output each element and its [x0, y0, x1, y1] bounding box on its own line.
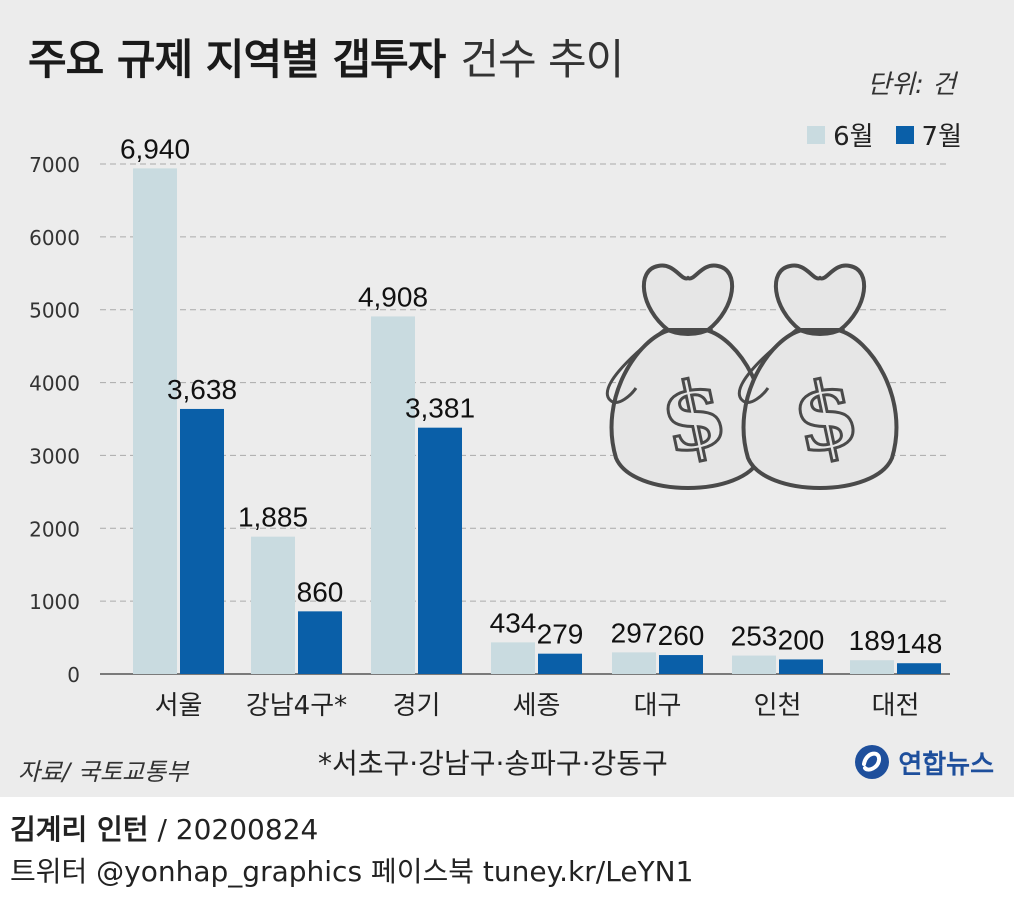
credit-name: 김계리 인턴: [10, 813, 149, 846]
labels: 6,940 3,638 서울 1,885 860 강남4구* 4,908 3,381 경기 434…: [120, 133, 942, 721]
bar-june: [850, 660, 894, 674]
data-label: 434: [490, 607, 537, 638]
bar-july: [659, 655, 703, 674]
bar-july: [180, 408, 224, 674]
category-label: 서울: [155, 691, 203, 721]
unit-label: 단위: 건: [867, 70, 956, 100]
data-label: 189: [849, 625, 896, 656]
data-label: 260: [658, 620, 705, 651]
legend: 6월 7월: [807, 116, 962, 153]
bar-chart: 0 1000 2000 3000 4000 5000 6000 7000 $ $ 6,940 3,…: [29, 133, 950, 721]
bar-july: [538, 653, 582, 674]
social-line: 트위터 @yonhap_graphics 페이스북 tuney.kr/LeYN1: [10, 855, 694, 888]
money-bags-illustration: $ $: [605, 263, 899, 490]
data-label: 148: [896, 628, 943, 659]
legend-label-june: 6월: [833, 122, 874, 152]
bar-july: [418, 427, 462, 674]
y-tick-label: 3000: [29, 444, 80, 468]
bag-tie: [795, 326, 845, 336]
bar-july: [897, 663, 941, 674]
data-label: 6,940: [120, 133, 190, 164]
bag-body: [741, 328, 899, 490]
category-label: 경기: [393, 691, 441, 721]
data-label: 279: [537, 619, 584, 650]
source-label: 자료/ 국토교통부: [18, 758, 189, 786]
chart-title: 주요 규제 지역별 갭투자 건수 추이: [28, 26, 624, 87]
title-light: 건수 추이: [460, 35, 624, 84]
category-label: 세종: [513, 691, 561, 721]
bars: [133, 168, 941, 674]
data-label: 860: [297, 576, 344, 607]
y-tick-label: 4000: [29, 372, 80, 396]
bar-july: [779, 659, 823, 674]
data-label: 4,908: [358, 281, 428, 312]
legend-label-july: 7월: [921, 122, 962, 152]
bag-top: [641, 263, 735, 332]
data-label: 253: [731, 621, 778, 652]
data-label: 297: [611, 617, 658, 648]
y-tick-label: 5000: [29, 299, 80, 323]
y-tick-label: 2000: [29, 517, 80, 541]
bar-june: [732, 655, 776, 674]
yonhap-logo-icon: [855, 745, 890, 779]
bar-june: [251, 536, 295, 674]
category-label: 대전: [872, 691, 920, 721]
yonhap-logo: 연합뉴스: [852, 742, 994, 782]
bag-top: [773, 263, 867, 332]
legend-swatch-july: [895, 125, 914, 144]
y-tick-label: 6000: [29, 226, 80, 250]
category-label: 대구: [634, 691, 682, 721]
credit-line: 김계리 인턴 / 20200824: [10, 808, 318, 848]
bar-june: [612, 652, 656, 674]
y-tick-label: 7000: [29, 153, 80, 177]
title-bold: 주요 규제 지역별 갭투자: [28, 35, 446, 84]
bar-july: [298, 611, 342, 674]
y-tick-label: 0: [67, 663, 80, 687]
category-label: 강남4구*: [246, 691, 347, 721]
logo-text: 연합뉴스: [898, 749, 994, 780]
y-tick-label: 1000: [29, 590, 80, 614]
credit-date: / 20200824: [157, 813, 319, 846]
money-bag-dollar-icon: $: [737, 263, 899, 490]
category-label: 인천: [754, 691, 802, 721]
bag-string: [737, 328, 797, 404]
data-label: 200: [778, 624, 825, 655]
bar-june: [371, 316, 415, 674]
bag-string: [605, 328, 665, 404]
money-bag-dollar-icon: $: [605, 263, 767, 490]
legend-swatch-june: [807, 125, 826, 144]
data-label: 3,381: [405, 393, 475, 424]
bar-june: [133, 168, 177, 674]
data-label: 1,885: [238, 502, 308, 533]
bar-june: [491, 642, 535, 674]
footnote: *서초구·강남구·송파구·강동구: [318, 747, 668, 780]
data-label: 3,638: [167, 374, 237, 405]
bag-tie: [663, 326, 713, 336]
